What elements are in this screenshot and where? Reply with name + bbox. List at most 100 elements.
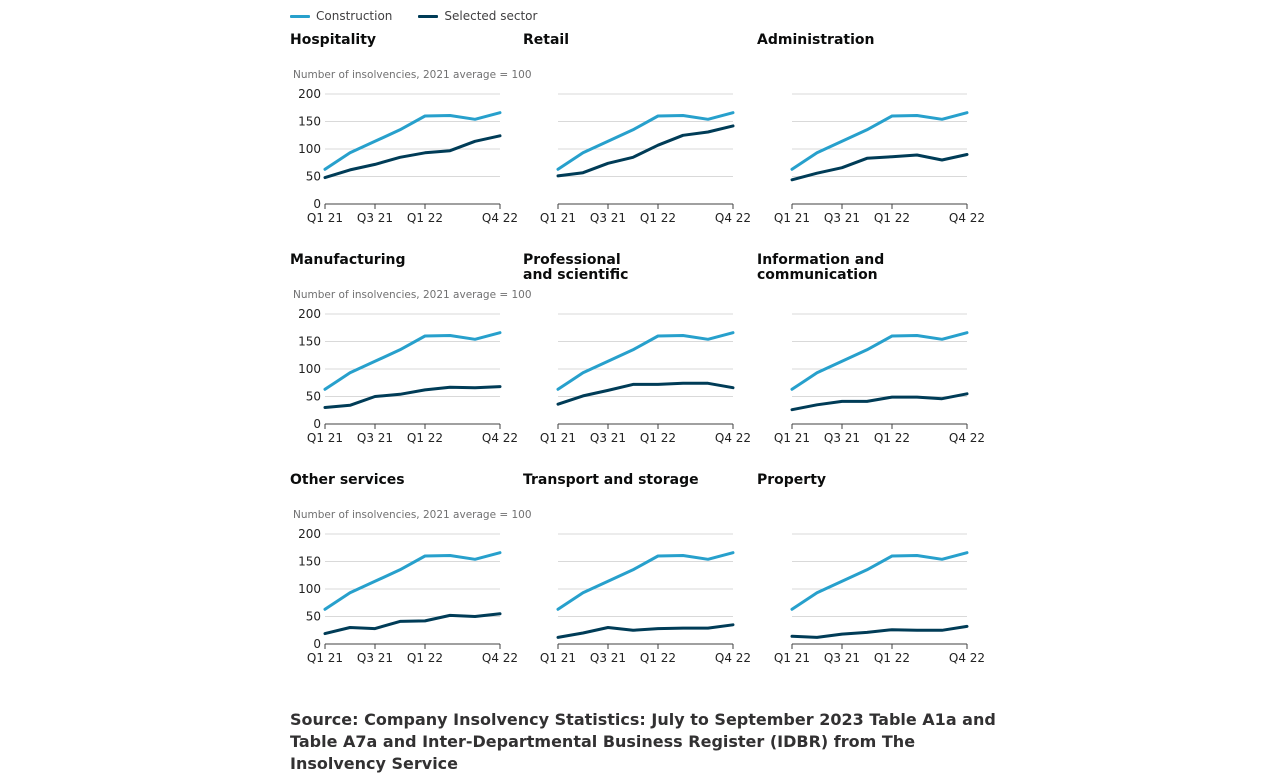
panel-title: Transport and storage: [523, 472, 699, 488]
x-tick-label: Q1 21: [307, 431, 343, 445]
x-tick-label: Q1 22: [640, 651, 676, 665]
chart-svg-retail: Q1 21 Q3 21 Q1 22 Q4 22: [540, 93, 751, 225]
x-tick-label: Q1 21: [540, 651, 576, 665]
x-tick-label: Q3 21: [590, 211, 626, 225]
chart-svg-professional-and-scientific: Q1 21 Q3 21 Q1 22 Q4 22: [540, 313, 751, 445]
x-tick-label: Q1 21: [774, 431, 810, 445]
x-tick-label: Q3 21: [357, 431, 393, 445]
series-line-construction: [323, 551, 502, 611]
series-line-construction: [790, 551, 969, 611]
series-line-selected-sector: [790, 624, 969, 639]
series-line-construction: [323, 111, 502, 171]
series-line-selected-sector: [556, 623, 735, 639]
series-line-construction: [790, 111, 969, 171]
chart-svg-information-and-communication: Q1 21 Q3 21 Q1 22 Q4 22: [774, 313, 985, 445]
x-tick-label: Q3 21: [357, 211, 393, 225]
legend-swatch-construction: [290, 14, 310, 18]
x-tick-label: Q1 21: [774, 651, 810, 665]
x-tick-label: Q1 21: [540, 431, 576, 445]
y-axis-label: Number of insolvencies, 2021 average = 1…: [293, 509, 532, 521]
y-tick-label: 100: [298, 362, 321, 376]
x-tick-label: Q4 22: [715, 211, 751, 225]
x-tick-label: Q1 21: [540, 211, 576, 225]
y-tick-label: 0: [313, 417, 321, 431]
y-tick-label: 0: [313, 637, 321, 651]
series-line-selected-sector: [556, 381, 735, 406]
y-tick-label: 200: [298, 307, 321, 321]
y-tick-label: 150: [298, 335, 321, 349]
x-tick-label: Q1 22: [640, 211, 676, 225]
x-tick-label: Q4 22: [715, 651, 751, 665]
chart-svg-property: Q1 21 Q3 21 Q1 22 Q4 22: [774, 533, 985, 665]
chart-svg-manufacturing: Number of insolvencies, 2021 average = 1…: [293, 289, 532, 445]
x-tick-label: Q4 22: [715, 431, 751, 445]
legend-item-selected-sector: Selected sector: [418, 9, 537, 23]
series-line-selected-sector: [323, 134, 502, 180]
series-line-selected-sector: [556, 124, 735, 178]
panel-title: Hospitality: [290, 32, 377, 48]
x-tick-label: Q4 22: [482, 431, 518, 445]
source-note: Source: Company Insolvency Statistics: J…: [290, 710, 996, 773]
y-tick-label: 200: [298, 87, 321, 101]
y-tick-label: 100: [298, 142, 321, 156]
x-tick-label: Q1 21: [307, 211, 343, 225]
panel-hospitality: Hospitality Number of insolvencies, 2021 …: [290, 32, 532, 248]
x-tick-label: Q1 22: [640, 431, 676, 445]
x-tick-label: Q1 22: [874, 431, 910, 445]
panel-manufacturing: Manufacturing Number of insolvencies, 202…: [290, 252, 532, 468]
x-tick-label: Q3 21: [590, 651, 626, 665]
x-tick-label: Q1 22: [874, 651, 910, 665]
panel-title: Professional and scientific: [523, 252, 629, 283]
x-tick-label: Q1 21: [774, 211, 810, 225]
panel-title: Information and communication: [757, 252, 885, 283]
x-tick-label: Q4 22: [482, 651, 518, 665]
legend-swatch-selected-sector: [418, 14, 439, 18]
chart-svg-administration: Q1 21 Q3 21 Q1 22 Q4 22: [774, 93, 985, 225]
panel-transport-and-storage: Transport and storage Q1 21 Q3 21 Q1 22 Q4 2…: [523, 473, 753, 688]
x-tick-label: Q3 21: [357, 651, 393, 665]
legend-item-construction: Construction: [290, 9, 392, 23]
x-tick-label: Q4 22: [482, 211, 518, 225]
series-line-construction: [556, 111, 735, 171]
x-tick-label: Q1 22: [407, 211, 443, 225]
series-line-construction: [790, 331, 969, 391]
panel-information-and-communication: Information and communication Q1 21 Q3 21 Q…: [757, 253, 987, 468]
panel-title: Manufacturing: [290, 252, 406, 268]
legend-label-selected-sector: Selected sector: [444, 9, 538, 23]
panel-title: Other services: [290, 472, 405, 488]
x-tick-label: Q1 22: [874, 211, 910, 225]
x-tick-label: Q3 21: [824, 651, 860, 665]
panel-administration: Administration Q1 21 Q3 21 Q1 22 Q4 22: [757, 33, 987, 248]
x-tick-label: Q1 22: [407, 431, 443, 445]
chart-svg-hospitality: Number of insolvencies, 2021 average = 1…: [293, 69, 532, 225]
y-tick-label: 0: [313, 197, 321, 211]
chart-legend: Construction Selected sector: [290, 7, 537, 25]
y-axis-label: Number of insolvencies, 2021 average = 1…: [293, 69, 532, 81]
chart-svg-transport-and-storage: Q1 21 Q3 21 Q1 22 Q4 22: [540, 533, 751, 665]
y-tick-label: 200: [298, 527, 321, 541]
series-line-construction: [556, 331, 735, 391]
panel-retail: Retail Q1 21 Q3 21 Q1 22 Q4 22: [523, 33, 753, 248]
series-line-selected-sector: [323, 612, 502, 636]
y-tick-label: 150: [298, 555, 321, 569]
x-tick-label: Q3 21: [824, 211, 860, 225]
series-line-selected-sector: [790, 153, 969, 182]
legend-label-construction: Construction: [316, 9, 393, 23]
chart-svg-other-services: Number of insolvencies, 2021 average = 1…: [293, 509, 532, 665]
series-line-selected-sector: [323, 385, 502, 409]
x-tick-label: Q4 22: [949, 651, 985, 665]
series-line-construction: [323, 331, 502, 391]
x-tick-label: Q4 22: [949, 431, 985, 445]
y-tick-label: 150: [298, 115, 321, 129]
panel-title: Retail: [523, 32, 570, 48]
y-tick-label: 100: [298, 582, 321, 596]
x-tick-label: Q1 22: [407, 651, 443, 665]
series-line-selected-sector: [790, 392, 969, 412]
x-tick-label: Q1 21: [307, 651, 343, 665]
y-tick-label: 50: [306, 610, 321, 624]
series-line-construction: [556, 551, 735, 611]
y-axis-label: Number of insolvencies, 2021 average = 1…: [293, 289, 532, 301]
x-tick-label: Q3 21: [824, 431, 860, 445]
x-tick-label: Q4 22: [949, 211, 985, 225]
panel-title: Administration: [757, 32, 875, 48]
